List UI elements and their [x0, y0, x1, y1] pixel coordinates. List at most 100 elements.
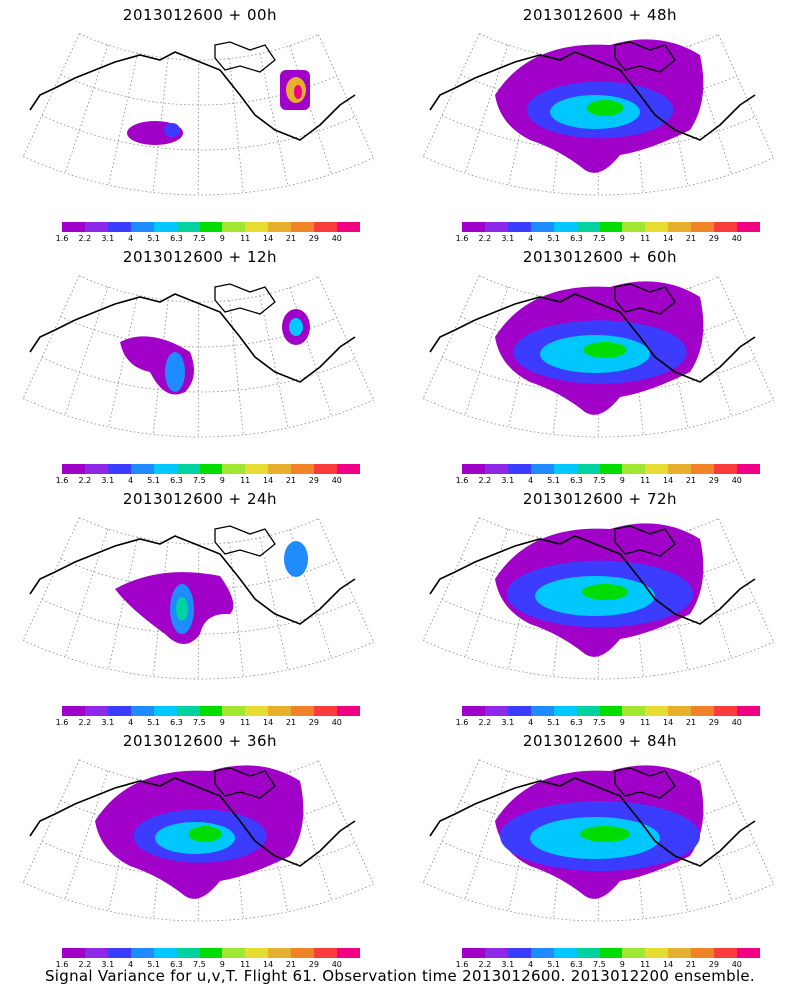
colorbar-swatch — [153, 222, 177, 232]
colorbar-label: 3.1 — [501, 476, 515, 485]
colorbar-swatch — [530, 464, 554, 474]
colorbar-label: 1.6 — [455, 718, 469, 727]
colorbar-label: 29 — [308, 476, 319, 485]
colorbar-swatch — [245, 222, 269, 232]
colorbar-label: 40 — [731, 476, 742, 485]
colorbar — [62, 464, 360, 474]
colorbar-swatch — [130, 706, 154, 716]
variance-field — [495, 39, 704, 173]
coastline — [29, 535, 356, 625]
colorbar-swatch — [714, 222, 738, 232]
colorbar-swatch — [222, 948, 246, 958]
colorbar-label: 3.1 — [501, 234, 515, 243]
colorbar-swatch — [668, 222, 692, 232]
variance-field — [115, 541, 308, 644]
variance-field — [495, 281, 704, 415]
colorbar-swatch — [668, 464, 692, 474]
colorbar-label: 40 — [331, 960, 342, 969]
colorbar-label: 7.5 — [193, 718, 206, 727]
colorbar-swatch — [484, 222, 508, 232]
colorbar-label: 14 — [263, 960, 274, 969]
colorbar-label: 1.6 — [455, 476, 469, 485]
coastline — [29, 51, 356, 141]
colorbar-label: 7.5 — [593, 234, 606, 243]
panel-title: 2013012600 + 72h — [522, 490, 678, 508]
coastline — [29, 777, 356, 867]
colorbar-swatch — [553, 706, 577, 716]
colorbar-label: 21 — [685, 476, 697, 485]
colorbar-label: 1.6 — [55, 476, 69, 485]
colorbar-label: 4 — [128, 960, 134, 969]
colorbar-label: 2.2 — [478, 476, 492, 485]
colorbar-label: 5.1 — [547, 960, 560, 969]
colorbar-label: 1.6 — [55, 960, 69, 969]
coastline — [429, 777, 756, 867]
panel-title: 2013012600 + 60h — [522, 248, 678, 266]
colorbar-label: 6.3 — [570, 234, 583, 243]
colorbar-labels: 1.6 2.2 3.1 4 5.1 6.3 7.5 9 11 14 21 29 40 — [52, 476, 370, 488]
colorbar-label: 1.6 — [55, 234, 69, 243]
colorbar-label: 14 — [263, 234, 274, 243]
colorbar-swatch — [714, 464, 738, 474]
polar-map — [422, 759, 774, 922]
colorbar-swatch — [62, 706, 85, 716]
colorbar-label: 11 — [640, 960, 651, 969]
colorbar-label: 9 — [219, 960, 225, 969]
colorbar-label: 2.2 — [478, 960, 492, 969]
colorbar-label: 9 — [219, 718, 225, 727]
colorbar-swatch — [84, 222, 108, 232]
colorbar-label: 4 — [528, 476, 534, 485]
colorbar-swatch — [222, 464, 246, 474]
colorbar-label: 40 — [731, 718, 742, 727]
colorbar-label: 7.5 — [593, 718, 606, 727]
colorbar-label: 21 — [285, 476, 297, 485]
coastline — [29, 293, 356, 383]
colorbar-label: 2.2 — [78, 234, 92, 243]
colorbar-swatch — [268, 948, 292, 958]
colorbar-swatch — [337, 464, 360, 474]
colorbar-label: 9 — [619, 234, 625, 243]
colorbar-swatch — [737, 948, 760, 958]
colorbar-swatch — [153, 948, 177, 958]
colorbar-swatch — [714, 706, 738, 716]
colorbar-swatch — [337, 222, 360, 232]
variance-field — [495, 765, 704, 899]
colorbar-label: 11 — [240, 234, 251, 243]
colorbar-label: 3.1 — [101, 234, 115, 243]
colorbar-label: 4 — [128, 476, 134, 485]
colorbar-swatch — [291, 948, 315, 958]
colorbar-swatch — [599, 706, 623, 716]
colorbar-label: 3.1 — [101, 960, 115, 969]
colorbar-swatch — [222, 706, 246, 716]
forecast-panel: 2013012600 + 48h 1.6 2.2 3.1 4 5.1 6.3 7.5 9 11 14… — [400, 0, 800, 245]
polar-map — [422, 275, 774, 438]
colorbar-label: 3.1 — [501, 960, 515, 969]
colorbar-swatch — [553, 948, 577, 958]
colorbar-swatch — [62, 222, 85, 232]
colorbar-label: 9 — [619, 476, 625, 485]
colorbar-swatch — [668, 948, 692, 958]
colorbar — [62, 948, 360, 958]
colorbar-label: 40 — [731, 234, 742, 243]
colorbar-swatch — [576, 222, 600, 232]
colorbar-label: 11 — [640, 476, 651, 485]
arctic-islands — [214, 283, 276, 315]
colorbar-label: 29 — [308, 718, 319, 727]
forecast-panel: 2013012600 + 84h 1.6 2.2 3.1 4 5.1 6.3 7.5 9 11 14… — [400, 726, 800, 971]
colorbar-swatch — [462, 222, 485, 232]
colorbar-label: 29 — [708, 718, 719, 727]
colorbar-label: 14 — [263, 718, 274, 727]
forecast-panel: 2013012600 + 12h 1.6 2.2 3.1 4 5.1 6.3 7.5 9 11 14… — [0, 242, 400, 487]
colorbar-swatch — [199, 464, 223, 474]
colorbar-label: 40 — [731, 960, 742, 969]
colorbar-label: 21 — [685, 234, 697, 243]
colorbar-swatch — [462, 948, 485, 958]
colorbar-swatch — [176, 706, 200, 716]
colorbar-swatch — [462, 706, 485, 716]
colorbar-label: 7.5 — [593, 476, 606, 485]
colorbar-swatch — [599, 948, 623, 958]
colorbar-label: 21 — [685, 960, 697, 969]
colorbar-label: 5.1 — [147, 718, 160, 727]
colorbar-label: 5.1 — [547, 234, 560, 243]
colorbar-swatch — [268, 464, 292, 474]
